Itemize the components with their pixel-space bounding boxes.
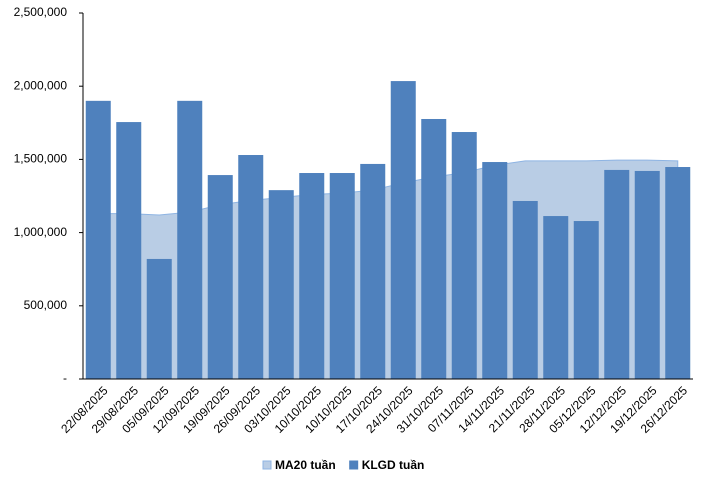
bar [116,122,142,380]
y-tick-label: 2,500,000 [14,5,68,19]
bar [207,175,233,379]
bar [177,100,203,379]
bar [238,155,264,379]
bar [146,258,172,379]
bar [268,190,294,379]
bar [604,169,630,379]
bar [299,173,325,379]
bar [665,167,691,379]
legend-label: KLGD tuần [362,458,425,472]
bar [451,132,477,379]
bar [512,200,538,379]
legend-label: MA20 tuần [275,458,336,472]
bar [543,216,569,379]
bar [573,221,599,379]
bar [634,170,660,379]
y-tick-label: 1,500,000 [14,152,68,166]
bar [482,162,508,379]
y-tick-label: 1,000,000 [14,225,68,239]
bar [329,173,355,379]
legend-swatch [349,460,359,470]
y-tick-label: 2,000,000 [14,78,68,92]
y-tick-label: - [63,371,67,385]
bar [85,100,111,379]
bar [390,81,416,380]
y-tick-label: 500,000 [24,298,68,312]
legend-swatch [262,460,272,470]
bar [360,163,386,379]
bar [421,118,447,380]
